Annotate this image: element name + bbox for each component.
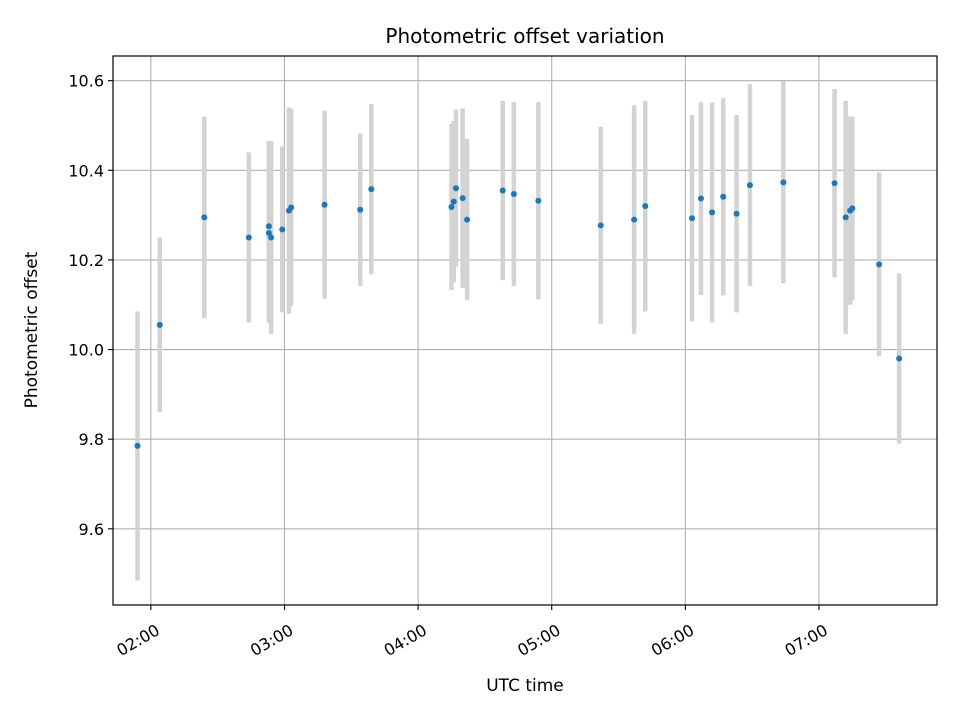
data-point xyxy=(597,222,604,229)
data-point xyxy=(268,234,275,241)
y-tick-label: 9.8 xyxy=(79,430,104,449)
data-point xyxy=(134,442,141,449)
data-point xyxy=(689,215,696,222)
y-axis: 9.6 9.8 10.0 10.2 10.4 10.6 xyxy=(68,72,113,539)
y-axis-title: Photometric offset xyxy=(22,251,42,408)
data-point xyxy=(697,195,704,202)
plot-frame xyxy=(112,55,938,606)
data-point xyxy=(733,210,740,217)
y-tick-label: 10.4 xyxy=(68,161,104,180)
data-point xyxy=(450,198,457,205)
data-point xyxy=(510,191,517,198)
data-point xyxy=(780,179,787,186)
data-point xyxy=(459,195,466,202)
data-point xyxy=(321,201,328,208)
data-point xyxy=(464,216,471,223)
data-point xyxy=(535,197,542,204)
data-point xyxy=(499,187,506,194)
data-point xyxy=(201,214,208,221)
y-tick-label: 10.0 xyxy=(68,341,104,360)
data-point xyxy=(279,226,286,233)
data-point xyxy=(288,204,295,211)
y-tick-label: 10.2 xyxy=(68,251,104,270)
data-point xyxy=(849,205,856,212)
data-point xyxy=(156,321,163,328)
data-point xyxy=(896,355,903,362)
data-point xyxy=(452,185,459,192)
x-axis-title: UTC time xyxy=(486,676,564,696)
data-point xyxy=(448,204,455,211)
data-point xyxy=(357,206,364,213)
data-point xyxy=(631,216,638,223)
data-point xyxy=(265,223,272,230)
data-point xyxy=(720,193,727,200)
y-tick-label: 9.6 xyxy=(79,520,104,539)
data-points xyxy=(134,179,903,449)
data-point xyxy=(876,261,883,268)
data-point xyxy=(265,230,272,237)
data-point xyxy=(245,234,252,241)
data-point xyxy=(709,209,716,216)
y-tick-label: 10.6 xyxy=(68,72,104,91)
data-point xyxy=(831,180,838,187)
chart-title: Photometric offset variation xyxy=(385,24,664,48)
data-point xyxy=(746,182,753,189)
data-point xyxy=(368,186,375,193)
data-point xyxy=(842,214,849,221)
data-point xyxy=(642,203,649,210)
